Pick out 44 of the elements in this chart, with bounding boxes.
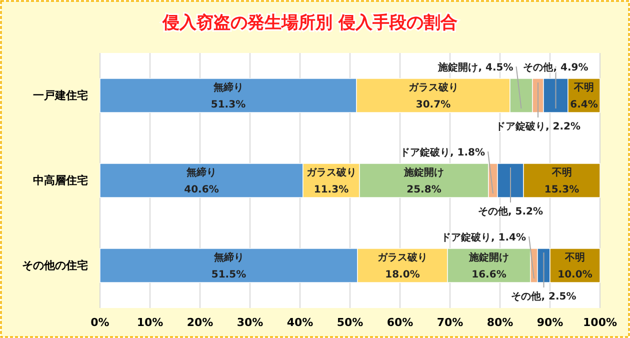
x-tick-label: 40% xyxy=(286,316,314,329)
series-label: 無締り xyxy=(212,82,244,94)
text: ガラス破り xyxy=(408,82,458,94)
data-label: その他, 5.2% xyxy=(478,206,544,218)
x-tick-label: 80% xyxy=(486,316,514,329)
series-label: 不明 xyxy=(573,82,594,94)
text: 無締り xyxy=(186,168,216,179)
data-label: 30.7% xyxy=(416,99,451,110)
x-tick-label: 0% xyxy=(90,316,110,329)
x-tick-label: 70% xyxy=(436,316,464,329)
data-label: 16.6% xyxy=(472,269,506,280)
x-tick-label: 100% xyxy=(583,316,617,329)
x-tick-label: 60% xyxy=(386,316,414,329)
data-label: ドア錠破り, 1.4% xyxy=(440,232,526,244)
x-tick-label: 50% xyxy=(336,316,364,329)
y-tick-label: 中高層住宅 xyxy=(33,174,88,188)
y-tick-label: 一戸建住宅 xyxy=(33,89,88,102)
data-label: 18.0% xyxy=(385,269,420,280)
text: 不明 xyxy=(552,168,572,179)
data-label: 15.3% xyxy=(544,184,580,196)
data-label: 11.3% xyxy=(314,184,349,196)
x-tick-label: 20% xyxy=(186,316,214,329)
data-label: 6.4% xyxy=(570,99,598,110)
text: 無締り xyxy=(214,252,244,264)
data-label: 40.6% xyxy=(184,184,219,196)
data-label: 10.0% xyxy=(558,269,592,280)
data-label: 51.3% xyxy=(210,99,246,110)
series-label: ガラス破り xyxy=(306,166,356,179)
x-tick-label: 90% xyxy=(536,316,564,329)
chart-title: 侵入窃盗の発生場所別 侵入手段の割合 xyxy=(162,13,458,33)
x-tick-label: 10% xyxy=(136,316,164,329)
series-label: 施錠開け xyxy=(403,166,444,179)
data-label: その他, 2.5% xyxy=(511,290,576,302)
text: 不明 xyxy=(565,252,585,264)
data-label: ドア錠破り, 1.8% xyxy=(400,146,485,158)
x-tick-label: 30% xyxy=(236,316,264,329)
data-label: 51.5% xyxy=(211,269,246,280)
data-label: ドア錠破り, 2.2% xyxy=(495,120,581,132)
text: ガラス破り xyxy=(378,252,428,264)
data-label: 25.8% xyxy=(406,184,442,196)
y-tick-label: その他の住宅 xyxy=(22,259,88,272)
text: 施錠開け xyxy=(469,252,509,264)
data-label: 施錠開け, 4.5% xyxy=(437,62,514,74)
data-label: その他, 4.9% xyxy=(523,62,588,74)
